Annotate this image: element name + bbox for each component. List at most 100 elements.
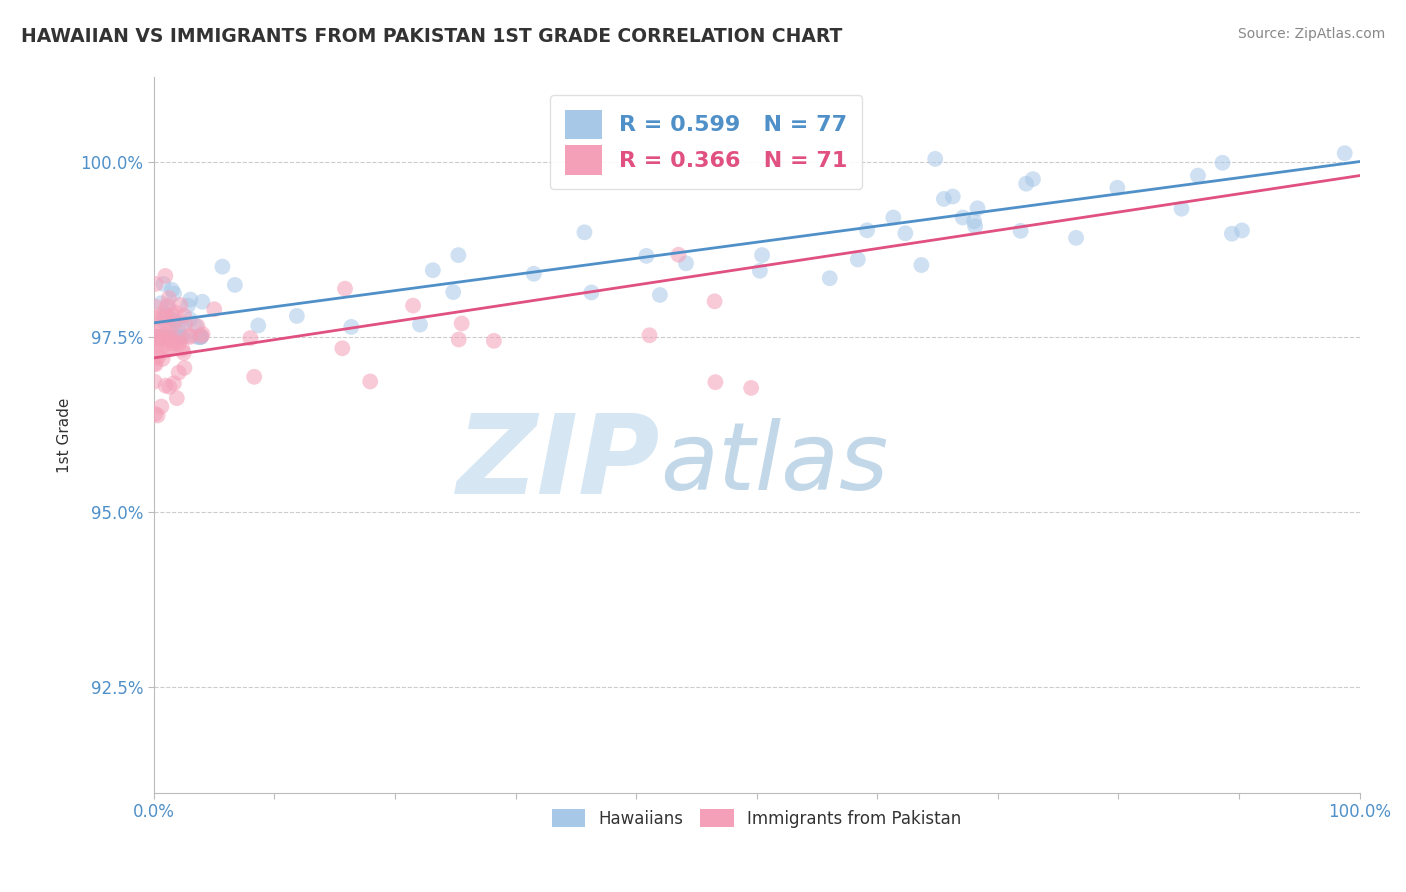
Point <box>170 330 193 344</box>
Point <box>191 326 214 341</box>
Point <box>145 330 167 344</box>
Point <box>1170 202 1192 216</box>
Point <box>145 334 167 348</box>
Point <box>167 330 190 344</box>
Point <box>740 381 762 395</box>
Point <box>1333 146 1355 161</box>
Point <box>167 366 190 380</box>
Point <box>172 342 194 356</box>
Point <box>359 375 381 389</box>
Point <box>149 330 172 344</box>
Point <box>145 316 167 330</box>
Point <box>1187 169 1209 183</box>
Point <box>160 283 183 297</box>
Point <box>167 332 190 346</box>
Point <box>1211 155 1233 169</box>
Point <box>152 277 174 291</box>
Point <box>149 325 172 339</box>
Point <box>179 330 201 344</box>
Point <box>156 299 179 313</box>
Point <box>159 321 181 335</box>
Point <box>211 260 233 274</box>
Point <box>173 346 195 360</box>
Point <box>648 288 671 302</box>
Point <box>143 375 166 389</box>
Point <box>188 330 211 344</box>
Point <box>146 329 169 343</box>
Point <box>145 300 167 314</box>
Point <box>146 351 169 365</box>
Point <box>748 264 770 278</box>
Point <box>186 319 208 334</box>
Point <box>675 256 697 270</box>
Point <box>856 223 879 237</box>
Point <box>190 330 212 344</box>
Point <box>581 285 603 300</box>
Point <box>952 211 974 225</box>
Point <box>704 375 727 389</box>
Point <box>145 277 167 291</box>
Point <box>162 318 184 333</box>
Point <box>1010 224 1032 238</box>
Point <box>173 360 195 375</box>
Point <box>146 409 169 423</box>
Point <box>751 248 773 262</box>
Point <box>163 286 186 301</box>
Point <box>285 309 308 323</box>
Point <box>163 376 186 391</box>
Point <box>409 318 432 332</box>
Point <box>163 330 186 344</box>
Point <box>179 293 201 307</box>
Point <box>167 330 190 344</box>
Point <box>179 312 201 326</box>
Point <box>163 330 186 344</box>
Point <box>145 330 167 344</box>
Point <box>165 305 187 319</box>
Point <box>190 329 212 343</box>
Point <box>191 294 214 309</box>
Point <box>966 201 988 215</box>
Point <box>163 314 186 328</box>
Point <box>143 339 166 353</box>
Point <box>441 285 464 299</box>
Point <box>846 252 869 267</box>
Point <box>166 321 188 335</box>
Point <box>177 299 200 313</box>
Text: atlas: atlas <box>661 418 889 509</box>
Point <box>174 317 197 331</box>
Point <box>942 189 965 203</box>
Point <box>167 337 190 351</box>
Point <box>1107 181 1129 195</box>
Point <box>145 338 167 352</box>
Point <box>169 298 191 312</box>
Point <box>152 305 174 319</box>
Point <box>447 333 470 347</box>
Point <box>1230 223 1253 237</box>
Point <box>247 318 270 333</box>
Point <box>159 330 181 344</box>
Point <box>162 330 184 344</box>
Point <box>152 314 174 328</box>
Point <box>932 192 955 206</box>
Point <box>190 330 212 344</box>
Point <box>157 380 180 394</box>
Point <box>160 308 183 322</box>
Point <box>157 329 180 343</box>
Point <box>1015 177 1038 191</box>
Point <box>163 312 186 326</box>
Point <box>145 351 167 365</box>
Point <box>224 277 246 292</box>
Point <box>668 248 690 262</box>
Point <box>894 226 917 240</box>
Point <box>574 225 596 239</box>
Point <box>172 330 194 344</box>
Point <box>523 267 546 281</box>
Point <box>188 330 211 344</box>
Point <box>150 296 173 310</box>
Point <box>167 335 190 350</box>
Point <box>450 317 472 331</box>
Point <box>156 330 179 344</box>
Point <box>157 310 180 325</box>
Point <box>703 294 725 309</box>
Point <box>186 330 208 344</box>
